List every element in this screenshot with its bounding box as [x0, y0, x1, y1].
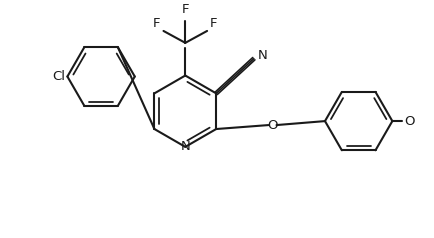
Text: N: N [181, 140, 190, 153]
Text: F: F [181, 3, 189, 16]
Text: Cl: Cl [53, 70, 66, 83]
Text: F: F [153, 17, 161, 30]
Text: N: N [258, 49, 267, 62]
Text: O: O [404, 115, 415, 128]
Text: F: F [210, 17, 217, 30]
Text: O: O [267, 119, 278, 132]
